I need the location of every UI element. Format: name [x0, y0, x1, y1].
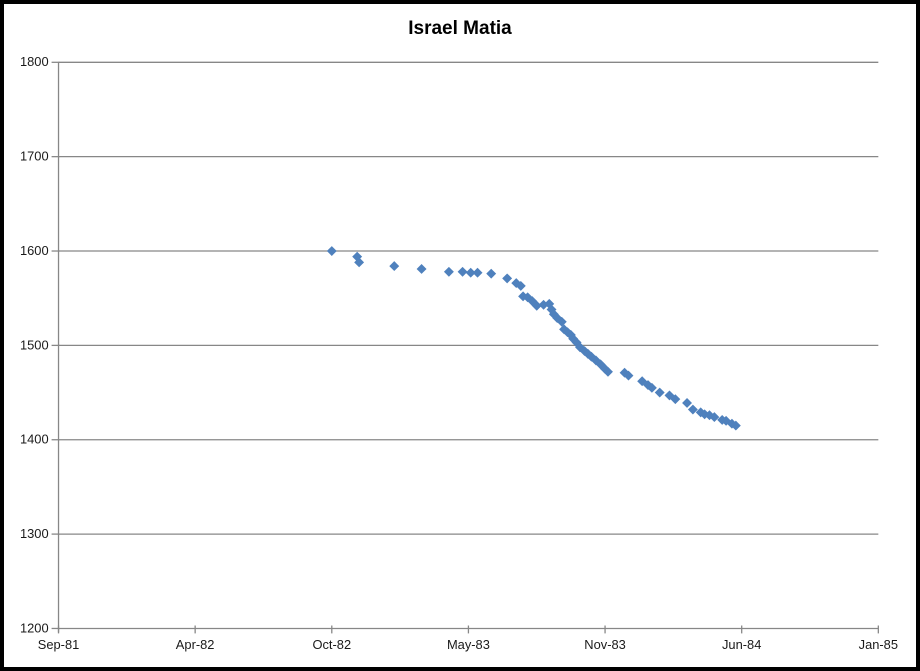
x-axis-tick-label: Oct-82 — [312, 637, 351, 652]
y-axis-tick-label: 1600 — [20, 243, 49, 258]
data-point-marker — [709, 412, 720, 423]
data-point-marker — [457, 266, 468, 277]
data-point-marker — [531, 300, 542, 311]
x-axis-tick-label: Jun-84 — [722, 637, 761, 652]
plot-area: 1800 1700 1600 1500 1400 1300 1200 Sep-81 Apr-82… — [20, 54, 898, 652]
data-point-marker — [515, 280, 526, 291]
y-axis-tick-label: 1200 — [20, 620, 49, 635]
data-point-marker — [352, 251, 363, 262]
data-point-marker — [472, 267, 483, 278]
data-point-marker — [443, 266, 454, 277]
data-point-marker — [603, 366, 613, 377]
data-point-marker — [670, 394, 681, 405]
y-axis-tick-label: 1800 — [20, 54, 49, 69]
chart-title: Israel Matia — [408, 18, 512, 39]
x-axis-tick-label: Sep-81 — [38, 637, 80, 652]
data-point-marker — [354, 257, 365, 268]
data-point-marker — [654, 387, 665, 398]
data-point-marker — [326, 246, 337, 256]
x-axis-tick-label: Jan-85 — [859, 637, 898, 652]
y-axis-tick-label: 1300 — [20, 526, 49, 541]
y-axis-tick-label: 1400 — [20, 432, 49, 447]
x-axis-tick-label: Apr-82 — [176, 637, 215, 652]
data-point-marker — [687, 404, 698, 415]
y-axis-tick-label: 1500 — [20, 337, 49, 352]
data-point-marker — [502, 273, 513, 284]
data-point-marker — [646, 382, 657, 393]
data-point-marker — [465, 267, 476, 278]
data-point-marker — [556, 316, 567, 327]
data-point-marker — [486, 268, 497, 279]
data-point-marker — [389, 261, 400, 272]
x-axis-tick-label: May-83 — [447, 637, 490, 652]
data-point-marker — [682, 398, 692, 408]
y-axis-tick-label: 1700 — [20, 149, 49, 164]
x-axis-tick-label: Nov-83 — [584, 637, 626, 652]
data-point-marker — [416, 264, 427, 274]
